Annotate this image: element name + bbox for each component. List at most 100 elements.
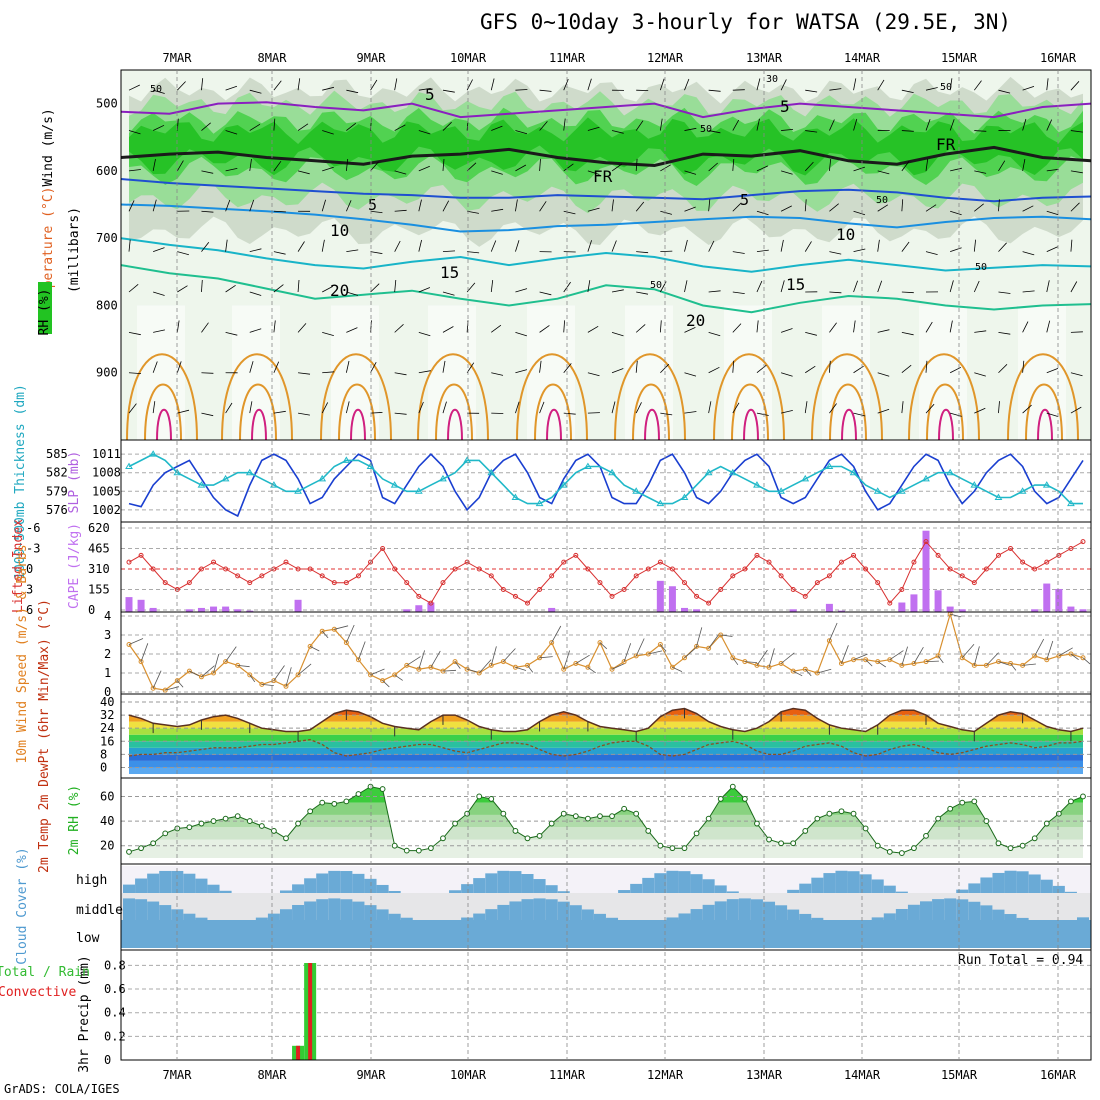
contour-warm	[811, 353, 883, 441]
cloud-high-bar	[364, 878, 377, 893]
wind-barb	[708, 130, 721, 134]
wind-marker	[198, 674, 204, 680]
rh-marker	[947, 805, 954, 812]
wind-marker	[211, 670, 217, 676]
wind-barb	[153, 247, 165, 253]
rh-marker	[150, 840, 157, 847]
wind-barb	[974, 130, 987, 132]
cloud-middle-bar	[678, 913, 691, 920]
temp-band	[129, 728, 1083, 735]
thickness-marker	[559, 481, 568, 488]
wind-marker	[500, 659, 506, 665]
surface-wind-barb	[1058, 647, 1073, 657]
date-label-bottom: 15MAR	[941, 1068, 978, 1082]
cloud-middle-bar	[606, 917, 619, 920]
cape-label: CAPE (J/kg)	[67, 523, 82, 609]
contour-warm-inner	[435, 383, 473, 441]
cloud-high-bar	[618, 890, 631, 893]
wind-barb	[636, 291, 649, 295]
wind-barb	[949, 280, 954, 293]
cloud-middle-bar	[147, 901, 160, 920]
contour-warm	[713, 353, 785, 441]
pressure-units-label: (millibars)	[67, 207, 82, 293]
surface-wind-barb	[756, 649, 768, 666]
wind-barb	[394, 124, 406, 131]
li-marker	[887, 600, 893, 606]
cloud-middle-bar	[726, 899, 739, 920]
thickness-marker	[390, 481, 399, 488]
wind-barb	[587, 325, 599, 333]
cloud-middle-bar	[968, 901, 981, 920]
li-marker	[319, 573, 325, 579]
rh-marker	[367, 783, 374, 790]
wind-marker	[838, 661, 844, 666]
wind-marker	[802, 666, 808, 672]
wind-barb	[176, 361, 182, 373]
isotherm-label: 5	[368, 196, 377, 214]
rh-marker	[766, 836, 772, 843]
wind-barb	[515, 164, 527, 172]
li-marker	[464, 559, 470, 565]
cloud-high-bar	[630, 883, 643, 893]
thickness-marker	[922, 474, 930, 482]
dewpt-line	[128, 738, 1084, 757]
wind-barb	[563, 363, 572, 373]
pressure-tick: 600	[96, 164, 118, 178]
surface-wind-barb	[285, 667, 292, 687]
wind-barb	[297, 170, 310, 175]
cape-bar	[137, 599, 145, 612]
wind-marker	[633, 653, 639, 659]
rh-marker	[584, 815, 591, 822]
rh-marker	[331, 800, 338, 807]
surface-wind-barb	[478, 659, 492, 674]
panel-frame	[120, 611, 1092, 695]
cape-bar	[922, 530, 930, 612]
wind-barb	[152, 401, 156, 414]
wind-barb	[949, 78, 953, 91]
rh-marker	[705, 815, 712, 822]
cloud-high-bar	[666, 870, 679, 893]
cloud-high-bar	[449, 890, 462, 893]
cloud-axis-label: Cloud Cover (%)	[15, 847, 30, 964]
wind-barb	[297, 323, 307, 333]
surface-wind-barb	[961, 643, 975, 659]
contour-hot	[447, 408, 463, 441]
wind-barb	[732, 119, 740, 131]
wind-barb	[973, 80, 982, 91]
wind-barb	[973, 280, 980, 293]
wind-barb	[1046, 246, 1058, 253]
rh-marker	[633, 810, 640, 817]
surface-wind-barb	[829, 622, 838, 641]
contour-label: FR	[593, 167, 613, 186]
cape-bar	[548, 607, 556, 612]
wind-barb	[925, 321, 933, 333]
wind-barb	[998, 331, 1011, 335]
wind-barb	[829, 322, 837, 333]
surface-wind-barb	[189, 670, 199, 676]
wind-marker	[392, 672, 398, 678]
wind-marker	[525, 662, 531, 668]
wind-barb	[153, 291, 165, 296]
rh-marker	[138, 845, 144, 852]
rh-marker	[995, 840, 1002, 847]
wind-barb	[732, 158, 735, 171]
cloud-high-bar	[183, 873, 196, 893]
cape-bar	[693, 609, 701, 612]
wind-barb	[152, 361, 158, 373]
wind-barb	[491, 170, 503, 175]
wind-barb	[490, 280, 494, 293]
wind-barb	[829, 251, 842, 255]
li-marker	[875, 580, 881, 586]
wind-barb	[249, 158, 252, 171]
li-marker	[814, 580, 820, 586]
wind-barb	[853, 320, 856, 333]
wind-barb	[491, 125, 503, 131]
wind-barb	[901, 161, 910, 172]
wind-marker	[899, 662, 905, 668]
wind-barb	[660, 250, 673, 253]
wind-barb	[1022, 86, 1035, 91]
wind-barb	[152, 199, 157, 212]
wind-barb	[515, 89, 528, 91]
cloud-high-bar	[509, 871, 522, 893]
rh-marker	[222, 815, 229, 822]
